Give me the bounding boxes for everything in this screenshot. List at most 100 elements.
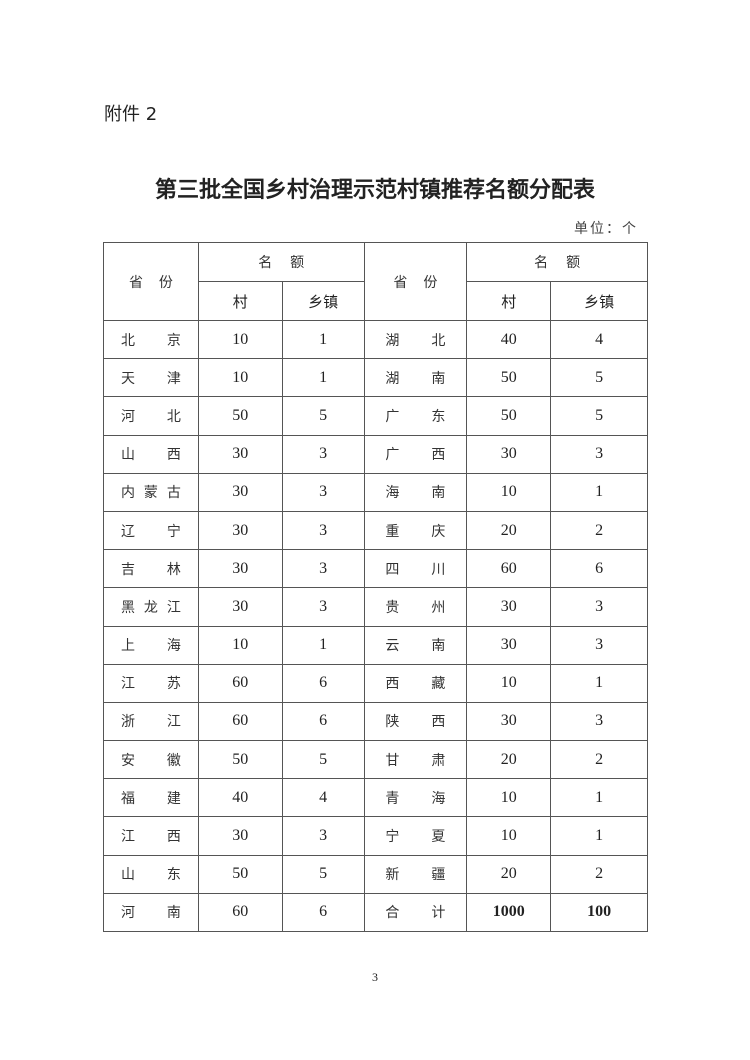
total-label: 合计 <box>363 892 468 933</box>
province-cell: 河北 <box>103 396 199 436</box>
village-count: 40 <box>466 319 552 360</box>
province-cell: 甘肃 <box>363 740 468 780</box>
province-cell: 海南 <box>363 472 468 512</box>
township-count: 3 <box>281 816 365 856</box>
table-row: 辽宁 30 3 重庆 20 2 <box>103 510 648 551</box>
township-count: 1 <box>550 778 648 818</box>
village-count: 10 <box>466 778 552 818</box>
township-count: 6 <box>281 892 365 933</box>
township-count: 3 <box>281 434 365 474</box>
township-count: 6 <box>550 549 648 589</box>
subheader-row: 村 乡镇 村 乡镇 <box>104 281 648 321</box>
township-count: 3 <box>281 510 365 551</box>
village-count: 10 <box>466 472 552 512</box>
province-cell: 陕西 <box>363 701 468 742</box>
quota-table: 省份 名额 省份 名额 村 乡镇 村 乡镇 北京 10 1 湖北 40 4 天津 10 1 湖南 5… <box>103 242 648 933</box>
table-row: 河北 50 5 广东 50 5 <box>103 396 648 436</box>
village-count: 10 <box>197 625 283 665</box>
township-count: 1 <box>550 663 648 703</box>
table-row: 北京 10 1 湖北 40 4 <box>103 319 648 360</box>
township-count: 3 <box>550 587 648 627</box>
township-count: 5 <box>281 740 365 780</box>
township-count: 4 <box>281 778 365 818</box>
village-count: 10 <box>466 663 552 703</box>
province-cell: 福建 <box>103 778 199 818</box>
total-township-count: 100 <box>550 892 648 933</box>
table-row: 安徽 50 5 甘肃 20 2 <box>103 740 648 780</box>
header-quota: 名额 <box>466 242 648 282</box>
province-cell: 黑龙江 <box>103 587 199 627</box>
township-count: 4 <box>550 319 648 360</box>
village-count: 30 <box>466 625 552 665</box>
attachment-label: 附件 2 <box>104 104 158 125</box>
village-count: 30 <box>197 549 283 589</box>
township-count: 3 <box>281 472 365 512</box>
table-row: 上海 10 1 云南 30 3 <box>103 625 648 665</box>
province-cell: 吉林 <box>103 549 199 589</box>
province-cell: 山东 <box>103 854 199 894</box>
township-count: 3 <box>550 625 648 665</box>
village-count: 30 <box>197 510 283 551</box>
table-row: 福建 40 4 青海 10 1 <box>103 778 648 818</box>
village-count: 60 <box>466 549 552 589</box>
province-cell: 新疆 <box>363 854 468 894</box>
village-count: 50 <box>197 740 283 780</box>
province-cell: 宁夏 <box>363 816 468 856</box>
province-cell: 云南 <box>363 625 468 665</box>
page-number: 3 <box>372 970 378 984</box>
table-row: 黑龙江 30 3 贵州 30 3 <box>103 587 648 627</box>
township-count: 5 <box>281 854 365 894</box>
table-row: 山西 30 3 广西 30 3 <box>103 434 648 474</box>
village-count: 30 <box>466 434 552 474</box>
province-cell: 江西 <box>103 816 199 856</box>
province-cell: 河南 <box>103 892 199 933</box>
province-cell: 重庆 <box>363 510 468 551</box>
village-count: 30 <box>466 587 552 627</box>
village-count: 30 <box>197 472 283 512</box>
village-count: 50 <box>197 854 283 894</box>
village-count: 20 <box>466 740 552 780</box>
township-count: 5 <box>281 396 365 436</box>
village-count: 10 <box>197 358 283 398</box>
township-count: 2 <box>550 740 648 780</box>
province-cell: 浙江 <box>103 701 199 742</box>
province-cell: 广东 <box>363 396 468 436</box>
province-cell: 湖南 <box>363 358 468 398</box>
header-village: 村 <box>197 281 283 321</box>
township-count: 3 <box>550 434 648 474</box>
unit-note: 单位：个 <box>574 221 638 237</box>
township-count: 1 <box>550 472 648 512</box>
township-count: 1 <box>281 319 365 360</box>
village-count: 50 <box>197 396 283 436</box>
township-count: 5 <box>550 358 648 398</box>
table-row: 内蒙古 30 3 海南 10 1 <box>103 472 648 512</box>
township-count: 6 <box>281 701 365 742</box>
township-count: 3 <box>281 549 365 589</box>
province-cell: 四川 <box>363 549 468 589</box>
total-village-count: 1000 <box>466 892 552 933</box>
document-title: 第三批全国乡村治理示范村镇推荐名额分配表 <box>154 178 595 203</box>
village-count: 10 <box>466 816 552 856</box>
village-count: 50 <box>466 396 552 436</box>
header-province: 省份 <box>363 242 468 321</box>
province-cell: 湖北 <box>363 319 468 360</box>
township-count: 3 <box>281 587 365 627</box>
table-row: 江苏 60 6 西藏 10 1 <box>103 663 648 703</box>
province-cell: 安徽 <box>103 740 199 780</box>
township-count: 2 <box>550 854 648 894</box>
village-count: 20 <box>466 510 552 551</box>
village-count: 60 <box>197 663 283 703</box>
province-cell: 贵州 <box>363 587 468 627</box>
village-count: 30 <box>197 816 283 856</box>
province-cell: 西藏 <box>363 663 468 703</box>
header-township: 乡镇 <box>281 281 365 321</box>
header-quota: 名额 <box>197 242 365 282</box>
township-count: 1 <box>281 625 365 665</box>
header-township: 乡镇 <box>550 281 648 321</box>
table-row: 吉林 30 3 四川 60 6 <box>103 549 648 589</box>
header-row: 省份 名额 省份 名额 <box>103 242 648 321</box>
province-cell: 天津 <box>103 358 199 398</box>
province-cell: 山西 <box>103 434 199 474</box>
province-cell: 广西 <box>363 434 468 474</box>
header-province: 省份 <box>103 242 199 321</box>
